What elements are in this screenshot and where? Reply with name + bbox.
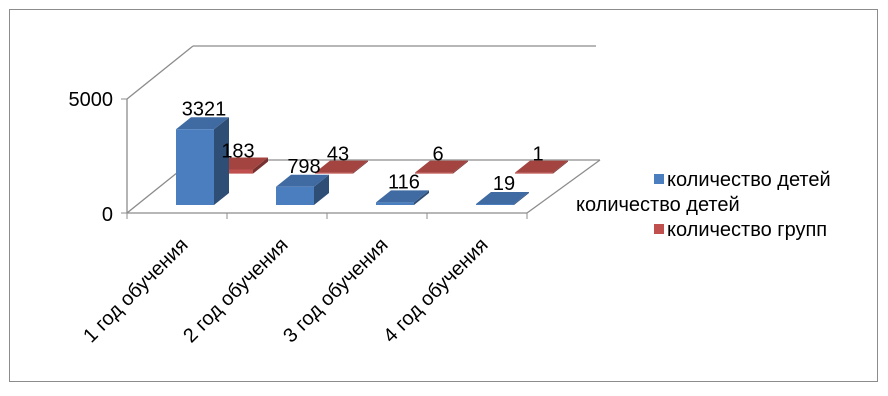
bar-side xyxy=(314,174,329,205)
bar-top xyxy=(315,160,368,173)
bar-top xyxy=(376,190,429,203)
bar-top xyxy=(276,174,329,187)
bar-front xyxy=(176,129,214,205)
bar-side xyxy=(253,157,268,174)
bar-front xyxy=(515,172,553,174)
bar-side xyxy=(514,191,529,205)
y-tick-label-bottom: 0 xyxy=(102,204,113,226)
legend-extra-label: количество детей xyxy=(576,194,740,216)
bar-top xyxy=(176,117,229,130)
chart-border xyxy=(9,9,878,382)
floor-right-line xyxy=(526,159,601,214)
value-label: 183 xyxy=(221,140,254,162)
bar-side xyxy=(414,190,429,205)
bars-group xyxy=(176,117,568,205)
legend-label-groups: количество групп xyxy=(667,219,827,241)
bar-front xyxy=(315,172,353,174)
legend-swatch-children xyxy=(654,174,664,184)
value-label: 116 xyxy=(388,171,420,193)
bar-top xyxy=(415,160,468,173)
value-label: 43 xyxy=(327,144,349,166)
y-axis: 5000 0 xyxy=(69,89,127,226)
legend: количество детей количество детей количе… xyxy=(576,169,831,241)
bar-side xyxy=(453,160,468,174)
value-label: 3321 xyxy=(182,98,227,120)
bar-top xyxy=(515,160,568,173)
bar-side xyxy=(553,160,568,174)
value-labels-group: 3321 798 116 19 183 43 6 1 xyxy=(182,98,544,195)
bar-front xyxy=(376,202,414,205)
legend-swatch-groups xyxy=(654,224,664,234)
bar-side xyxy=(214,117,229,205)
side-wall-top-line xyxy=(126,45,194,100)
value-label: 798 xyxy=(287,156,320,178)
bar-front xyxy=(276,186,314,205)
bar-top xyxy=(476,191,529,204)
value-label: 1 xyxy=(532,144,543,166)
value-label: 6 xyxy=(432,144,443,166)
legend-label-children: количество детей xyxy=(667,169,831,191)
bar-front xyxy=(415,172,453,174)
y-tick-label-top: 5000 xyxy=(69,89,114,111)
bar-front xyxy=(476,203,514,205)
value-label: 19 xyxy=(493,173,515,195)
x-axis-ticks xyxy=(126,213,528,219)
bar-side xyxy=(353,160,368,174)
